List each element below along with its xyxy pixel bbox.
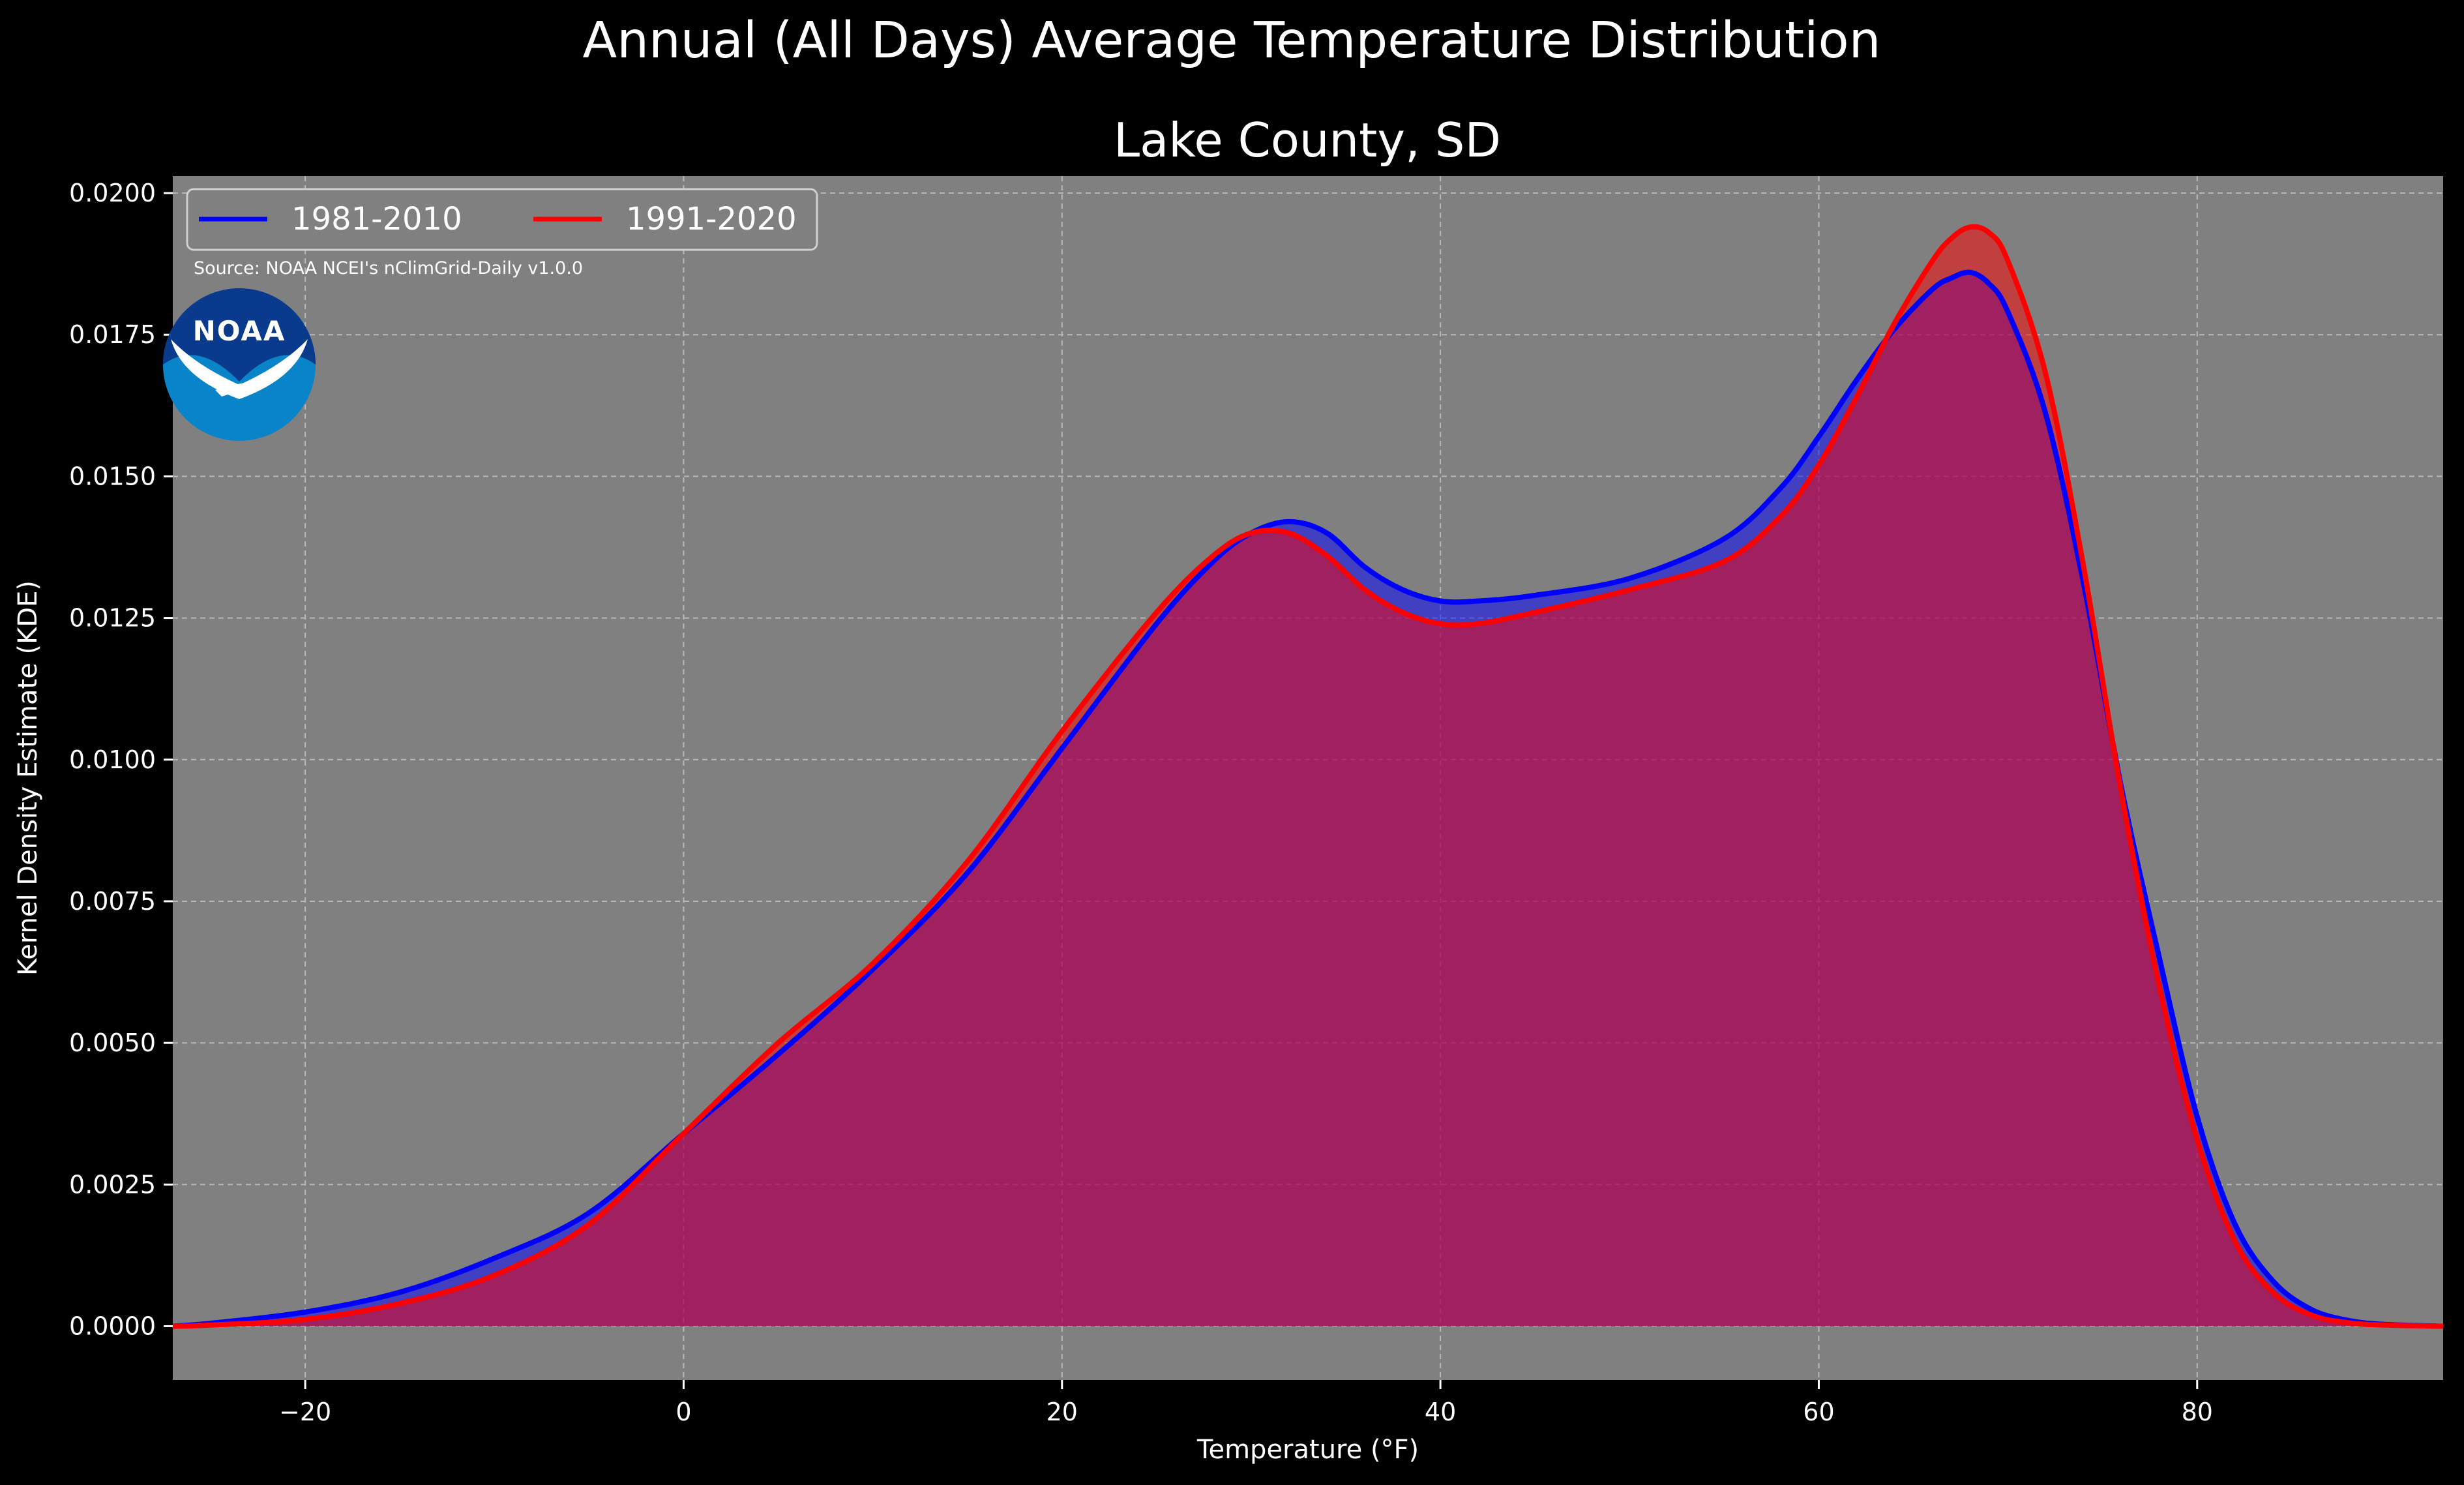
x-tick-label: −20	[279, 1398, 331, 1426]
x-tick-label: 20	[1046, 1398, 1078, 1426]
legend: 1981-2010 1991-2020	[186, 188, 818, 251]
y-tick-label: 0.0200	[69, 179, 156, 207]
y-axis-label: Kernel Density Estimate (KDE)	[13, 580, 43, 976]
legend-label-1981-2010: 1981-2010	[291, 201, 462, 237]
x-axis-label: Temperature (°F)	[1196, 1435, 1419, 1465]
y-tick-label: 0.0100	[69, 745, 156, 774]
x-tick-label: 80	[2182, 1398, 2213, 1426]
y-axis-ticks: 0.0000 0.0025 0.0050 0.0075 0.0100 0.0125 0.01…	[69, 179, 173, 1340]
chart-suptitle: Annual (All Days) Average Temperature Di…	[583, 12, 1881, 70]
x-tick-label: 0	[675, 1398, 691, 1426]
y-tick-label: 0.0075	[69, 887, 156, 916]
y-tick-label: 0.0000	[69, 1312, 156, 1340]
legend-label-1991-2020: 1991-2020	[626, 201, 797, 237]
y-tick-label: 0.0025	[69, 1170, 156, 1199]
source-annotation: Source: NOAA NCEI's nClimGrid-Daily v1.0…	[194, 258, 583, 278]
series-line-1981-2010	[172, 269, 2444, 1329]
y-tick-label: 0.0175	[69, 320, 156, 349]
y-tick-label: 0.0125	[69, 604, 156, 633]
chart-title: Lake County, SD	[1114, 113, 1501, 168]
series-line-1991-2020	[172, 224, 2444, 1329]
x-tick-label: 40	[1425, 1398, 1456, 1426]
y-tick-label: 0.0150	[69, 462, 156, 490]
y-tick-label: 0.0050	[69, 1028, 156, 1057]
noaa-logo: NOAA	[163, 288, 316, 441]
series-layer	[172, 224, 2444, 1329]
x-axis-ticks: −20 0 20 40 60 80	[279, 1380, 2213, 1426]
series-area-1991-2020	[173, 226, 2443, 1327]
x-tick-label: 60	[1803, 1398, 1834, 1426]
logo-text: NOAA	[193, 315, 286, 347]
legend-frame	[186, 188, 818, 251]
